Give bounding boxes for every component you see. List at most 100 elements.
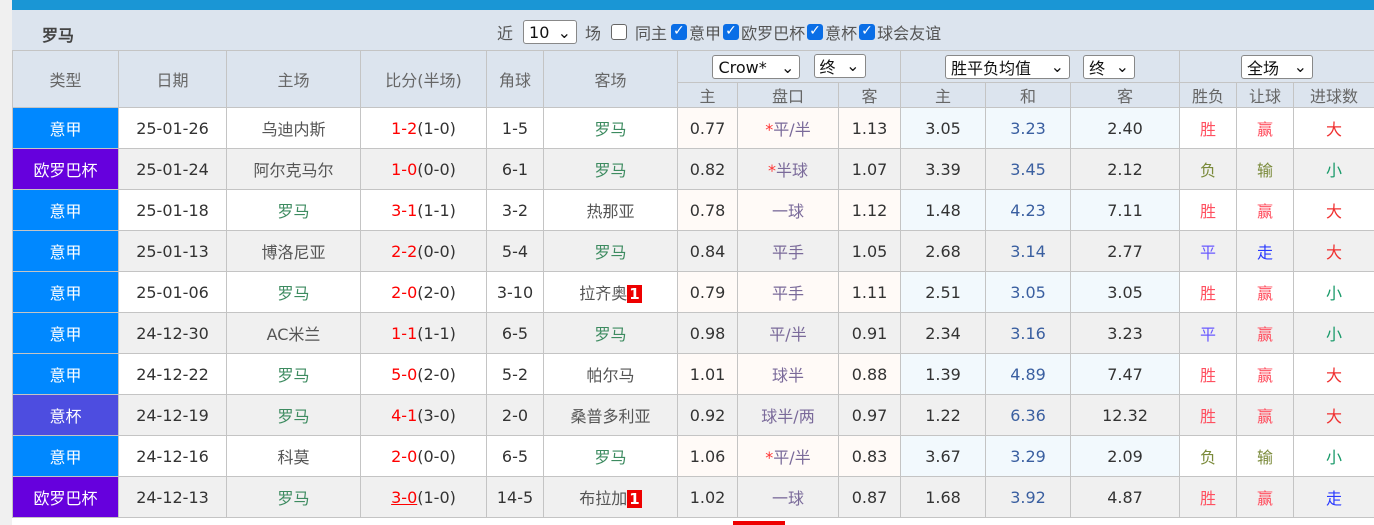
away-team: 桑普多利亚 bbox=[570, 407, 651, 426]
result-handicap: 赢 bbox=[1236, 312, 1295, 354]
home-team[interactable]: 阿尔克马尔 bbox=[226, 148, 361, 190]
table-row[interactable]: 意甲 25-01-06 罗马 2-0(2-0) 3-10 拉齐奥 1 0.79 平… bbox=[12, 271, 1374, 313]
result-over-under: 大 bbox=[1293, 230, 1374, 272]
competition-type[interactable]: 意杯 bbox=[12, 394, 119, 436]
half-time-score: (1-1) bbox=[417, 200, 456, 220]
score-cell[interactable]: 2-0(0-0) bbox=[360, 435, 487, 477]
competition-checkbox[interactable] bbox=[807, 23, 824, 40]
ah-home-odds: 1.02 bbox=[677, 476, 738, 518]
away-cell[interactable]: 帕尔马 bbox=[543, 353, 678, 395]
home-team[interactable]: 罗马 bbox=[226, 353, 361, 395]
eu-stage-select[interactable]: 终 ⌄ bbox=[1083, 54, 1136, 79]
score-cell[interactable]: 3-1(1-1) bbox=[360, 189, 487, 231]
table-row[interactable]: 欧罗巴杯 24-12-13 罗马 3-0(1-0) 14-5 布拉加 1 1.02… bbox=[12, 476, 1374, 518]
competition-type[interactable]: 意甲 bbox=[12, 312, 119, 354]
home-team[interactable]: 罗马 bbox=[226, 271, 361, 313]
away-cell[interactable]: 桑普多利亚 bbox=[543, 394, 678, 436]
away-cell[interactable]: 罗马 bbox=[543, 148, 678, 190]
table-row[interactable]: 欧罗巴杯 25-01-24 阿尔克马尔 1-0(0-0) 6-1 罗马 0.82… bbox=[12, 148, 1374, 190]
away-cell[interactable]: 罗马 bbox=[543, 312, 678, 354]
home-team[interactable]: 罗马 bbox=[226, 476, 361, 518]
score-cell[interactable]: 1-0(0-0) bbox=[360, 148, 487, 190]
away-cell[interactable]: 罗马 bbox=[543, 107, 678, 149]
eu-away-odds: 2.40 bbox=[1070, 107, 1181, 149]
result-win-loss: 胜 bbox=[1179, 271, 1238, 313]
result-selectors: 全场 ⌄ bbox=[1179, 50, 1374, 83]
result-win-loss: 平 bbox=[1179, 312, 1238, 354]
away-cell[interactable]: 布拉加 1 bbox=[543, 476, 678, 518]
eu-company-select[interactable]: 胜平负均值 ⌄ bbox=[944, 54, 1070, 79]
score-cell[interactable]: 5-0(2-0) bbox=[360, 353, 487, 395]
away-cell[interactable]: 拉齐奥 1 bbox=[543, 271, 678, 313]
table-row[interactable]: 意杯 24-12-19 罗马 4-1(3-0) 2-0 桑普多利亚 0.92 球… bbox=[12, 394, 1374, 436]
filters: 近 10 ⌄ 场 同主 意甲欧罗巴杯意杯球会友谊 bbox=[497, 20, 941, 44]
full-time-score: 2-0 bbox=[391, 446, 418, 466]
eu-away-odds: 3.23 bbox=[1070, 312, 1181, 354]
competition-checkbox[interactable] bbox=[671, 23, 688, 40]
home-team[interactable]: 乌迪内斯 bbox=[226, 107, 361, 149]
table-row[interactable]: 意甲 25-01-18 罗马 3-1(1-1) 3-2 热那亚 0.78 一球 … bbox=[12, 189, 1374, 231]
score-cell[interactable]: 3-0(1-0) bbox=[360, 476, 487, 518]
ah-line-cell: 平/半 bbox=[737, 312, 839, 354]
score-cell[interactable]: 4-1(3-0) bbox=[360, 394, 487, 436]
competition-checkbox[interactable] bbox=[859, 23, 876, 40]
score-cell[interactable]: 2-2(0-0) bbox=[360, 230, 487, 272]
result-handicap: 赢 bbox=[1236, 271, 1295, 313]
table-row[interactable]: 意甲 24-12-30 AC米兰 1-1(1-1) 6-5 罗马 0.98 平/… bbox=[12, 312, 1374, 354]
competition-type[interactable]: 意甲 bbox=[12, 271, 119, 313]
home-team[interactable]: 罗马 bbox=[226, 394, 361, 436]
result-over-under: 小 bbox=[1293, 312, 1374, 354]
ah-away-odds: 1.05 bbox=[837, 230, 902, 272]
competition-type[interactable]: 欧罗巴杯 bbox=[12, 476, 119, 518]
home-team[interactable]: 博洛尼亚 bbox=[226, 230, 361, 272]
same-home-checkbox[interactable] bbox=[611, 24, 628, 40]
header-ah-away: 客 bbox=[837, 82, 902, 108]
eu-home-odds: 2.51 bbox=[900, 271, 987, 313]
ah-company-select[interactable]: Crow* ⌄ bbox=[712, 55, 801, 80]
home-team[interactable]: 科莫 bbox=[226, 435, 361, 477]
competition-type[interactable]: 意甲 bbox=[12, 230, 119, 272]
competition-type[interactable]: 意甲 bbox=[12, 353, 119, 395]
result-scope-select[interactable]: 全场 ⌄ bbox=[1241, 54, 1314, 79]
competition-type[interactable]: 欧罗巴杯 bbox=[12, 148, 119, 190]
table-row[interactable]: 意甲 24-12-16 科莫 2-0(0-0) 6-5 罗马 1.06 *平/半… bbox=[12, 435, 1374, 477]
eu-draw-odds: 4.23 bbox=[985, 189, 1072, 231]
table-row[interactable]: 意甲 24-12-22 罗马 5-0(2-0) 5-2 帕尔马 1.01 球半 … bbox=[12, 353, 1374, 395]
result-handicap: 赢 bbox=[1236, 189, 1295, 231]
score-cell[interactable]: 1-1(1-1) bbox=[360, 312, 487, 354]
result-handicap: 走 bbox=[1236, 230, 1295, 272]
away-team: 热那亚 bbox=[586, 202, 635, 221]
match-date: 24-12-30 bbox=[118, 312, 227, 354]
ah-home-odds: 0.77 bbox=[677, 107, 738, 149]
corners: 3-10 bbox=[486, 271, 544, 313]
away-team: 罗马 bbox=[594, 325, 627, 344]
match-date: 24-12-16 bbox=[118, 435, 227, 477]
home-team[interactable]: AC米兰 bbox=[226, 312, 361, 354]
full-time-score: 1-1 bbox=[391, 323, 418, 343]
match-count-value: 10 bbox=[529, 22, 550, 42]
left-margin bbox=[0, 0, 12, 525]
home-team[interactable]: 罗马 bbox=[226, 189, 361, 231]
away-cell[interactable]: 罗马 bbox=[543, 435, 678, 477]
score-cell[interactable]: 2-0(2-0) bbox=[360, 271, 487, 313]
competition-checkbox[interactable] bbox=[723, 23, 740, 40]
competition-type[interactable]: 意甲 bbox=[12, 189, 119, 231]
score-cell[interactable]: 1-2(1-0) bbox=[360, 107, 487, 149]
ah-line: 平/半 bbox=[769, 325, 807, 344]
ah-stage-select[interactable]: 终 ⌄ bbox=[813, 53, 866, 78]
table-row[interactable]: 意甲 25-01-13 博洛尼亚 2-2(0-0) 5-4 罗马 0.84 平手… bbox=[12, 230, 1374, 272]
half-time-score: (3-0) bbox=[417, 405, 456, 425]
match-count-select[interactable]: 10 ⌄ bbox=[523, 20, 578, 44]
half-time-score: (0-0) bbox=[417, 446, 456, 466]
competition-type[interactable]: 意甲 bbox=[12, 435, 119, 477]
match-date: 25-01-13 bbox=[118, 230, 227, 272]
competition-type[interactable]: 意甲 bbox=[12, 107, 119, 149]
bottom-indicator bbox=[733, 521, 785, 525]
result-scope-value: 全场 bbox=[1247, 58, 1280, 78]
away-cell[interactable]: 热那亚 bbox=[543, 189, 678, 231]
half-time-score: (0-0) bbox=[417, 159, 456, 179]
away-cell[interactable]: 罗马 bbox=[543, 230, 678, 272]
table-row[interactable]: 意甲 25-01-26 乌迪内斯 1-2(1-0) 1-5 罗马 0.77 *平… bbox=[12, 107, 1374, 149]
eu-stage-value: 终 bbox=[1089, 58, 1106, 78]
competition-filters: 意甲欧罗巴杯意杯球会友谊 bbox=[671, 20, 941, 44]
